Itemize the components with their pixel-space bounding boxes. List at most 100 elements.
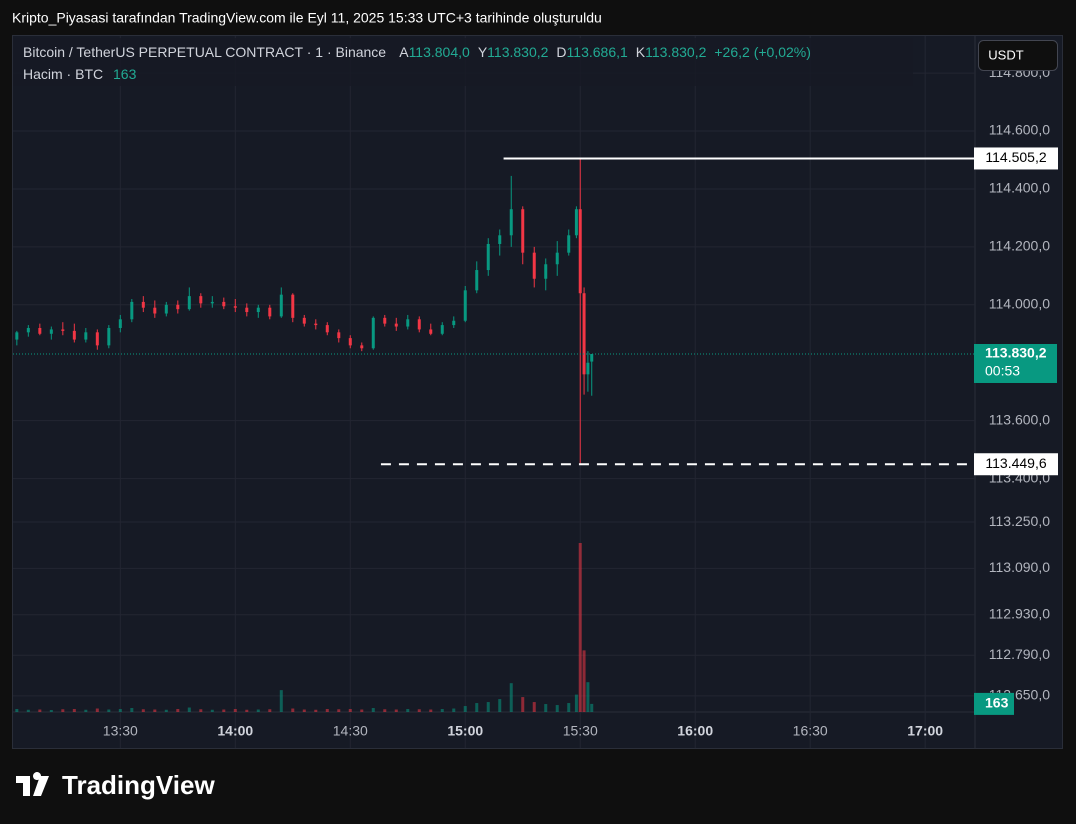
volume-bar (176, 709, 180, 712)
volume-bar (578, 543, 582, 712)
volume-bar (394, 709, 398, 712)
volume-bar (291, 708, 295, 712)
volume-bar (72, 709, 76, 712)
chart-pane (12, 35, 1063, 749)
last-price-label: 113.830,2 (985, 345, 1047, 361)
candle-body (348, 338, 352, 346)
axes: 114.800,0114.600,0114.400,0114.200,0114.… (103, 64, 1050, 739)
volume-bar (440, 709, 444, 712)
candle-body (302, 317, 306, 324)
volume-bar (586, 682, 590, 712)
candle-body (567, 235, 571, 253)
volume-bar (84, 709, 88, 712)
y-tick-label: 114.400,0 (989, 180, 1050, 196)
legend-row: Bitcoin / TetherUS PERPETUAL CONTRACT · … (23, 44, 811, 60)
candle-body (337, 332, 341, 339)
currency-button-label[interactable]: USDT (988, 47, 1023, 62)
logo-mark (16, 772, 49, 796)
volume-bar (118, 709, 122, 712)
ohlc-value: 113.804,0 (409, 44, 470, 60)
volume-bar (348, 709, 352, 712)
volume-bar (544, 704, 548, 712)
candle-body (245, 307, 249, 313)
volume-bar (498, 699, 502, 712)
x-tick-label: 14:00 (217, 723, 253, 739)
candle-body (590, 353, 594, 362)
ohlc-key: D (556, 44, 566, 60)
candle-body (498, 235, 502, 244)
candle-body (406, 319, 410, 327)
volume-bar (210, 709, 214, 712)
candle-body (394, 323, 398, 327)
x-tick-label: 15:30 (563, 723, 598, 739)
candle-body (555, 252, 559, 265)
candle-body (463, 290, 467, 321)
x-tick-label: 14:30 (333, 723, 368, 739)
volume-legend: Hacim · BTC 163 (23, 66, 137, 82)
volume-bar (452, 708, 456, 712)
volume-bar (268, 709, 272, 712)
volume-bar (256, 709, 260, 712)
y-tick-label: 114.600,0 (989, 122, 1050, 138)
volume-bar (26, 709, 30, 712)
level-label: 113.449,6 (985, 455, 1046, 471)
volume-bar (233, 709, 237, 712)
currency-button[interactable] (978, 40, 1058, 71)
volume-bar (429, 709, 433, 712)
candle-body (532, 252, 536, 279)
volume-title: Hacim · BTC (23, 66, 103, 82)
volume-bar (475, 703, 479, 712)
volume-bar (337, 709, 341, 712)
ohlc-key: Y (478, 44, 488, 60)
candle-body (383, 317, 387, 324)
candle-body (26, 327, 30, 333)
volume-bar (187, 707, 191, 712)
volume-bar (532, 702, 536, 712)
candle-body (279, 294, 283, 317)
logo: TradingView (16, 770, 215, 800)
plot (13, 158, 975, 712)
candle-body (486, 243, 490, 271)
volume-bar (38, 709, 42, 712)
x-tick-label: 13:30 (103, 723, 138, 739)
volume-bar (279, 690, 283, 712)
candle-body (452, 320, 456, 326)
y-tick-label: 113.250,0 (989, 513, 1050, 529)
page-title: Kripto_Piyasasi tarafından TradingView.c… (12, 10, 602, 26)
candle-body (130, 301, 134, 320)
y-tick-label: 114.200,0 (989, 238, 1050, 254)
candle-body (141, 301, 145, 308)
candle-body (176, 304, 180, 310)
volume-value: 163 (113, 66, 137, 82)
candle-body (199, 296, 203, 304)
ohlc-key: A (399, 44, 409, 60)
volume-bar (141, 709, 145, 712)
volume-bar (153, 709, 157, 712)
level-label-box (974, 453, 1058, 476)
volume-bar (574, 694, 578, 712)
candle-body (118, 319, 122, 328)
candle-body (84, 332, 88, 340)
candle-body (440, 325, 444, 334)
candle-body (475, 270, 479, 291)
legend-backdrop (13, 38, 913, 86)
y-tick-label: 113.600,0 (989, 411, 1050, 427)
volume-bar (49, 710, 53, 712)
candle-body (574, 209, 578, 236)
x-tick-label: 16:30 (793, 723, 828, 739)
volume-bar (61, 709, 65, 712)
candle-body (417, 319, 421, 330)
countdown: 00:53 (985, 363, 1020, 379)
ohlc-value: 113.830,2 (487, 44, 548, 60)
level-label: 114.505,2 (985, 149, 1046, 165)
candle-body (233, 306, 237, 308)
candle-body (72, 330, 76, 340)
level-label-box (974, 147, 1058, 170)
volume-bar (360, 709, 364, 712)
volume-bar (107, 709, 111, 712)
volume-bar (95, 708, 99, 712)
candle-body (544, 264, 548, 279)
volume-bar (582, 650, 586, 712)
candle-body (291, 294, 295, 318)
